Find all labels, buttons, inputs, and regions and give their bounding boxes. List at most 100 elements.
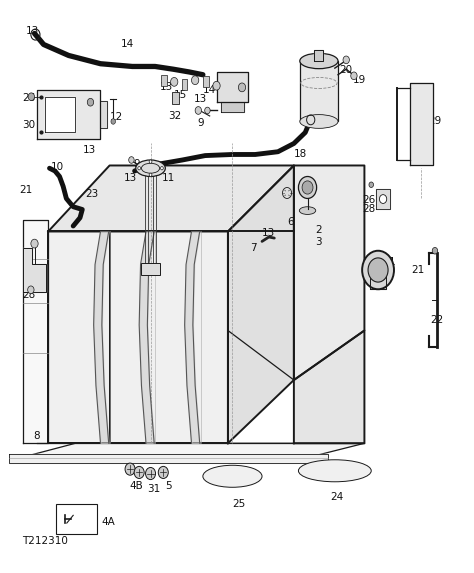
Text: 26: 26: [362, 195, 375, 205]
Ellipse shape: [136, 160, 165, 176]
Polygon shape: [48, 166, 294, 231]
Text: 1: 1: [388, 257, 395, 267]
Text: 9: 9: [134, 159, 140, 170]
Circle shape: [299, 176, 317, 198]
Polygon shape: [217, 72, 248, 102]
Text: 13: 13: [82, 145, 96, 155]
Text: 30: 30: [22, 120, 35, 130]
Text: 6: 6: [287, 217, 294, 227]
Circle shape: [129, 156, 134, 163]
Text: 9: 9: [197, 118, 204, 128]
Text: 14: 14: [203, 85, 216, 95]
Circle shape: [191, 76, 199, 85]
Text: 8: 8: [34, 431, 40, 441]
Polygon shape: [314, 50, 323, 61]
Text: 26: 26: [22, 265, 35, 275]
Ellipse shape: [299, 460, 371, 482]
Circle shape: [134, 466, 144, 478]
Text: 29: 29: [428, 116, 442, 127]
Circle shape: [161, 167, 163, 170]
Circle shape: [213, 81, 220, 90]
Polygon shape: [294, 166, 365, 380]
FancyBboxPatch shape: [141, 264, 160, 276]
Text: 31: 31: [147, 484, 161, 494]
Polygon shape: [410, 83, 433, 166]
Polygon shape: [48, 231, 109, 444]
Text: 21: 21: [411, 265, 425, 275]
FancyBboxPatch shape: [173, 92, 179, 104]
Text: 4A: 4A: [102, 517, 116, 527]
Ellipse shape: [300, 53, 338, 69]
Circle shape: [238, 83, 246, 92]
Ellipse shape: [300, 115, 338, 128]
Circle shape: [362, 251, 394, 289]
Text: 2: 2: [316, 225, 322, 235]
Circle shape: [31, 239, 38, 248]
Text: 20: 20: [340, 65, 353, 75]
Text: 28: 28: [87, 99, 100, 109]
Text: 13: 13: [26, 26, 39, 36]
Circle shape: [283, 187, 292, 198]
Text: 18: 18: [294, 150, 307, 159]
Text: 32: 32: [168, 111, 181, 121]
Text: 22: 22: [430, 315, 444, 324]
Text: 13: 13: [305, 101, 319, 112]
Circle shape: [149, 160, 152, 163]
Circle shape: [87, 99, 94, 106]
Polygon shape: [23, 444, 365, 457]
Text: 5: 5: [165, 481, 172, 490]
Text: 15: 15: [173, 90, 187, 100]
Polygon shape: [100, 101, 107, 128]
Circle shape: [146, 468, 155, 480]
Circle shape: [343, 56, 349, 64]
Circle shape: [111, 119, 116, 124]
Circle shape: [195, 107, 201, 115]
Polygon shape: [228, 166, 294, 444]
Text: 7: 7: [250, 243, 257, 253]
Polygon shape: [23, 248, 46, 292]
Polygon shape: [9, 454, 328, 462]
Text: 10: 10: [51, 162, 64, 171]
Circle shape: [125, 463, 135, 475]
Text: 12: 12: [110, 112, 123, 122]
Circle shape: [432, 248, 438, 254]
FancyBboxPatch shape: [300, 61, 338, 121]
FancyBboxPatch shape: [162, 74, 167, 86]
Circle shape: [27, 286, 34, 293]
Circle shape: [28, 93, 35, 101]
Polygon shape: [221, 102, 244, 112]
Text: 14: 14: [121, 40, 135, 49]
Circle shape: [369, 182, 374, 187]
Text: 4B: 4B: [129, 481, 143, 490]
Circle shape: [351, 72, 357, 80]
Text: 3: 3: [316, 237, 322, 248]
Polygon shape: [294, 331, 365, 444]
Circle shape: [379, 195, 387, 203]
Text: 13: 13: [217, 89, 230, 99]
Text: T212310: T212310: [22, 536, 68, 546]
Text: 24: 24: [330, 492, 344, 501]
Text: 13: 13: [123, 172, 137, 183]
Circle shape: [149, 173, 152, 176]
Text: 19: 19: [353, 75, 366, 85]
Polygon shape: [48, 231, 228, 444]
Text: 13: 13: [262, 228, 275, 238]
Text: 13: 13: [194, 95, 207, 104]
Polygon shape: [370, 270, 386, 289]
Circle shape: [138, 167, 140, 170]
Polygon shape: [45, 97, 74, 132]
Text: 26: 26: [22, 93, 35, 103]
Ellipse shape: [203, 465, 262, 487]
FancyBboxPatch shape: [182, 79, 187, 89]
Text: 16: 16: [227, 85, 240, 95]
Text: 23: 23: [85, 189, 98, 199]
Text: 28: 28: [22, 291, 35, 300]
FancyBboxPatch shape: [203, 76, 209, 87]
Text: 27: 27: [22, 278, 35, 288]
Text: 28: 28: [362, 205, 375, 214]
Text: 17: 17: [227, 97, 240, 107]
Polygon shape: [376, 189, 391, 210]
Circle shape: [171, 77, 178, 87]
Ellipse shape: [300, 207, 316, 214]
Text: 13: 13: [160, 83, 173, 92]
